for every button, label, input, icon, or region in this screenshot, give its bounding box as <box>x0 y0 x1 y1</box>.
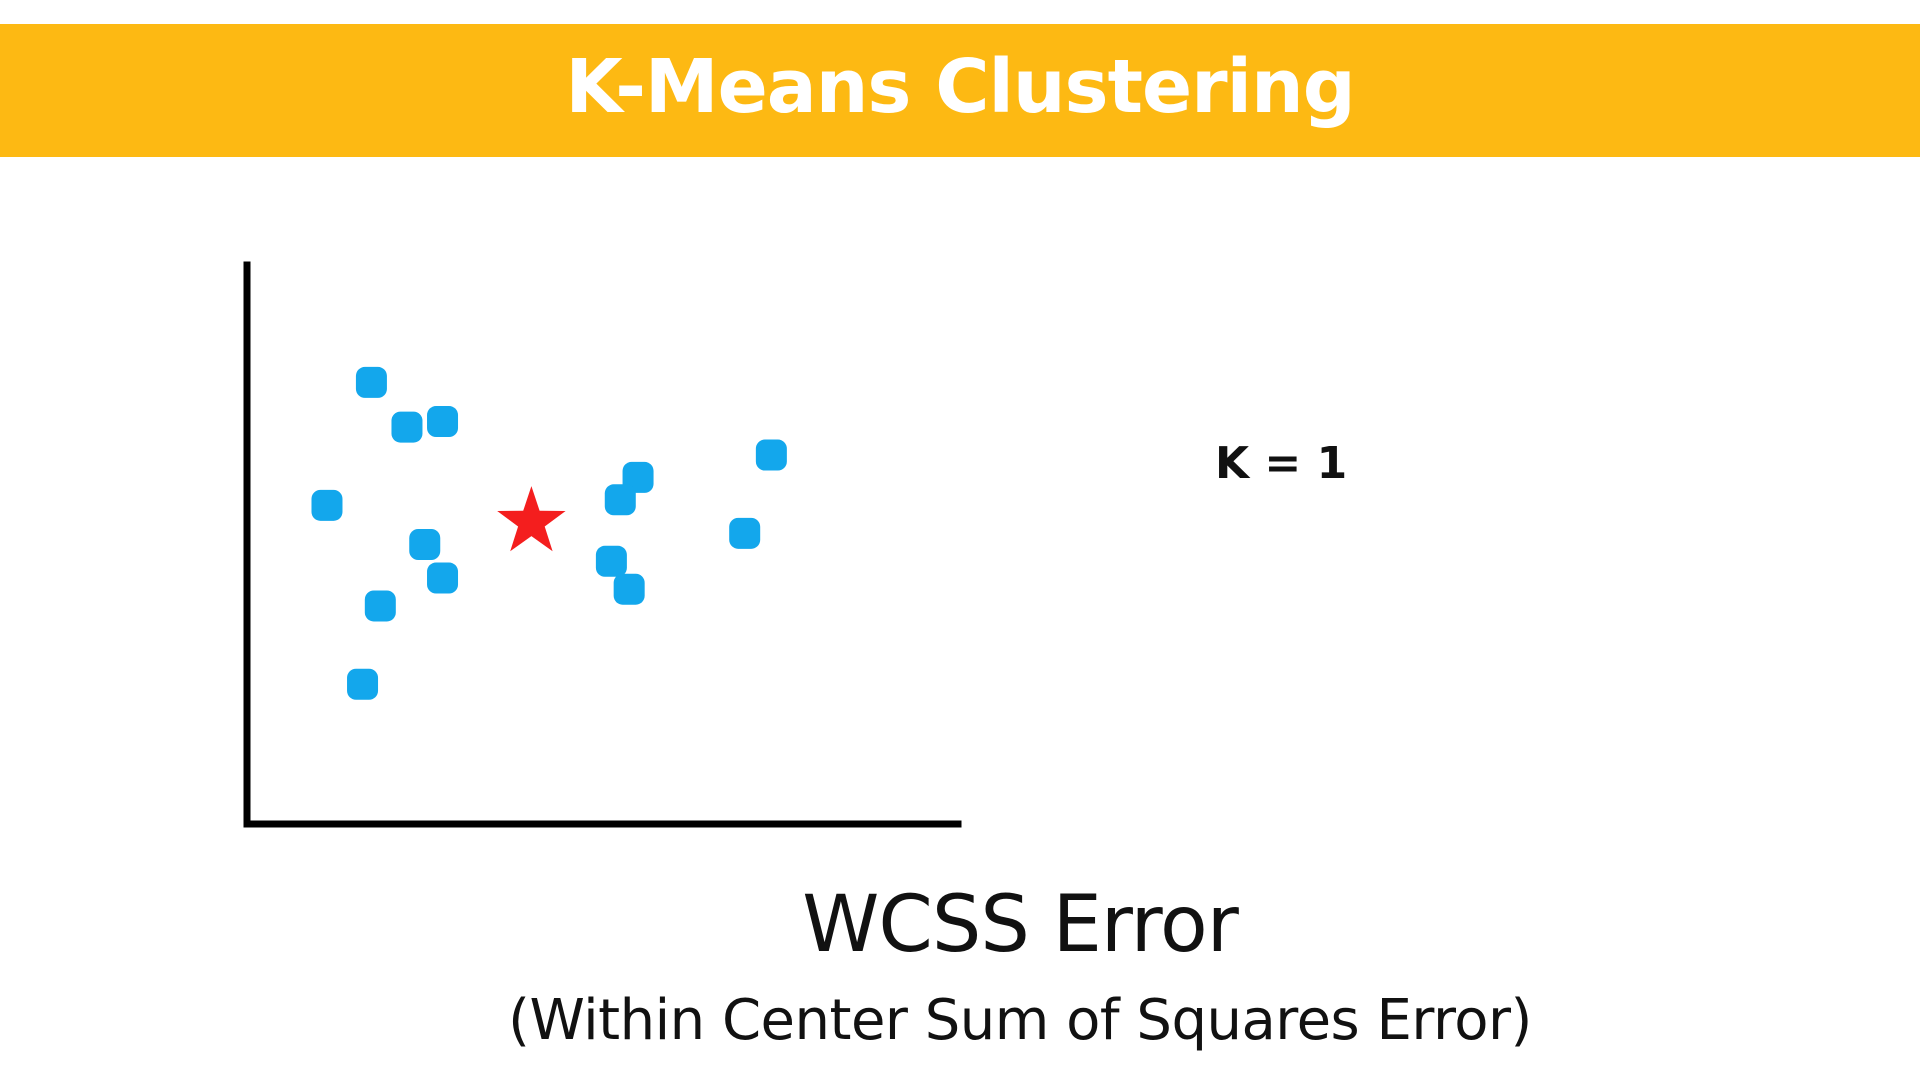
data-point <box>613 573 645 605</box>
data-point <box>604 484 636 516</box>
data-point <box>595 545 627 577</box>
data-point <box>729 517 761 549</box>
data-points <box>311 366 787 700</box>
data-point <box>427 406 459 438</box>
k-value-label: K = 1 <box>1215 438 1348 489</box>
data-point <box>347 668 379 700</box>
data-point <box>355 366 387 398</box>
caption-subtitle: (Within Center Sum of Squares Error) <box>508 988 1532 1053</box>
caption-title: WCSS Error <box>802 880 1239 970</box>
centroid-layer <box>497 486 566 552</box>
axes <box>243 261 962 828</box>
data-point <box>427 562 459 594</box>
data-point <box>391 411 423 443</box>
data-point <box>755 439 787 471</box>
title-banner: K-Means Clustering <box>0 24 1920 157</box>
data-point <box>311 489 343 521</box>
data-point <box>364 590 396 622</box>
slide-title: K-Means Clustering <box>565 43 1355 130</box>
data-point <box>409 529 441 560</box>
centroid-star-icon <box>497 486 566 552</box>
